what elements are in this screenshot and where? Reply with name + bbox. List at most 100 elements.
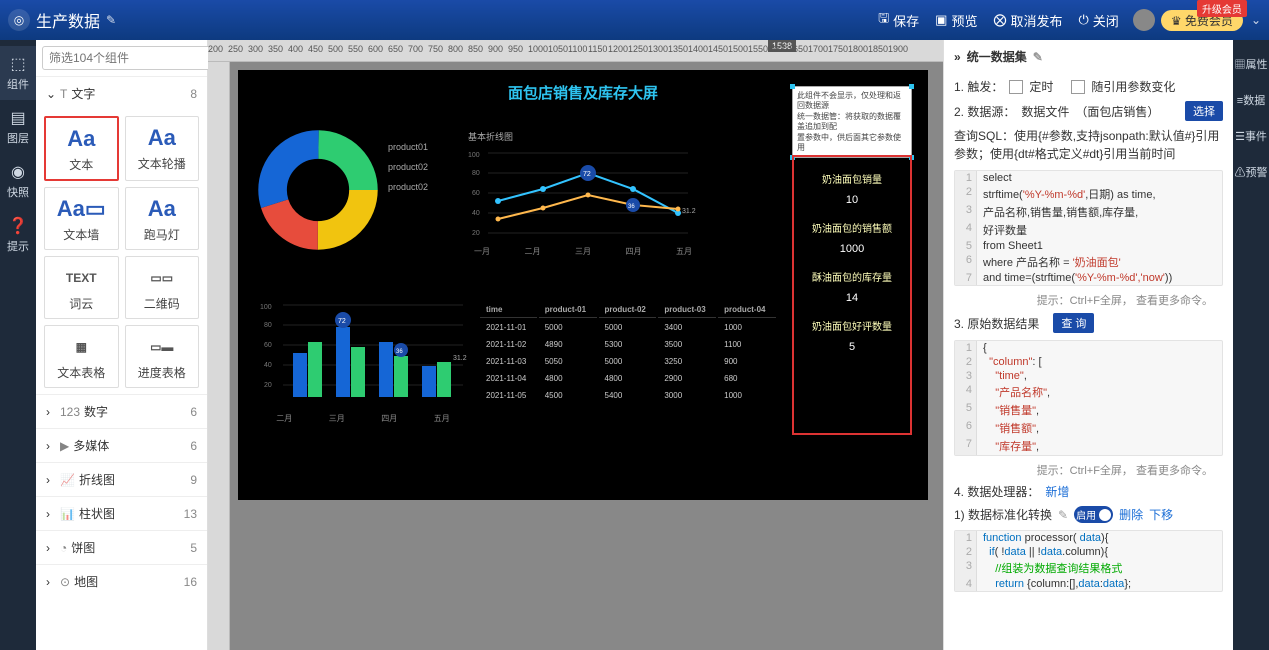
left-rail-提示[interactable]: ❓提示: [0, 208, 36, 262]
cat-icon: ▶: [60, 439, 69, 453]
text-cat-icon: T: [60, 87, 67, 101]
save-button[interactable]: 🖫保存: [878, 9, 919, 31]
component-文本表格[interactable]: ▦文本表格: [44, 325, 119, 388]
component-icon: Aa: [128, 192, 197, 226]
component-search-input[interactable]: [42, 46, 211, 70]
svg-text:40: 40: [264, 362, 272, 369]
chevron-down-icon: ⌄: [46, 87, 60, 101]
add-processor-link[interactable]: 新增: [1045, 483, 1069, 500]
svg-text:40: 40: [472, 210, 480, 217]
rail-icon: ☰: [1235, 131, 1245, 143]
stage-viewport[interactable]: 面包店销售及库存大屏 此组件不会显示，仅处理和返回数据源 统一数据管：将获取的数…: [230, 62, 943, 650]
power-icon: ⏻: [1079, 12, 1089, 28]
left-rail-图层[interactable]: ▤图层: [0, 100, 36, 154]
category-地图[interactable]: ›⊙地图16: [36, 565, 207, 598]
svg-text:36: 36: [628, 204, 635, 210]
chevron-right-icon: ›: [46, 405, 60, 419]
rail-icon: ≡: [1237, 95, 1243, 107]
kpi-panel: 奶油面包销量10奶油面包的销售额1000酥油面包的库存量14奶油面包好评数量5: [792, 155, 912, 435]
right-rail-数据[interactable]: ≡数据: [1233, 82, 1269, 118]
category-text-header[interactable]: ⌄ T 文字 8: [36, 77, 207, 110]
result-viewer[interactable]: 1{2 "column": [3 "time",4 "产品名称",5 "销售量"…: [954, 340, 1223, 456]
component-文本轮播[interactable]: Aa文本轮播: [125, 116, 200, 181]
kpi-item: 奶油面包的销售额1000: [798, 220, 906, 255]
close-button[interactable]: ⏻关闭: [1079, 11, 1119, 30]
component-文本墙[interactable]: Aa▭文本墙: [44, 187, 119, 250]
chevron-right-icon: ›: [46, 439, 60, 453]
edit-title-icon[interactable]: ✎: [106, 13, 116, 27]
right-rail-属性[interactable]: ▦属性: [1233, 46, 1269, 82]
movedown-processor-link[interactable]: 下移: [1149, 506, 1173, 523]
sql-editor[interactable]: 1select2strftime('%Y-%m-%d',日期) as time,…: [954, 170, 1223, 286]
component-icon: Aa▭: [47, 192, 116, 226]
rail-icon: ▤: [0, 108, 36, 128]
enable-toggle[interactable]: 启用: [1074, 506, 1113, 523]
timed-checkbox[interactable]: [1009, 80, 1023, 94]
vertical-ruler: [208, 62, 230, 650]
delete-processor-link[interactable]: 删除: [1119, 506, 1143, 523]
component-icon: ▭▬: [128, 330, 197, 364]
component-进度表格[interactable]: ▭▬进度表格: [125, 325, 200, 388]
component-词云[interactable]: TEXT词云: [44, 256, 119, 319]
svg-text:72: 72: [338, 318, 346, 325]
right-rail-预警[interactable]: ⚠预警: [1233, 154, 1269, 190]
edit-icon[interactable]: ✎: [1033, 50, 1043, 64]
chevron-right-icon: ›: [46, 541, 60, 555]
user-avatar[interactable]: [1133, 9, 1155, 31]
donut-labels: product01 product02 product02: [388, 138, 428, 197]
component-跑马灯[interactable]: Aa跑马灯: [125, 187, 200, 250]
category-柱状图[interactable]: ›📊柱状图13: [36, 497, 207, 530]
component-icon: TEXT: [47, 261, 116, 295]
svg-text:80: 80: [264, 322, 272, 329]
svg-text:60: 60: [472, 190, 480, 197]
table-row: 2021-11-04480048002900680: [480, 371, 776, 386]
component-icon: ▭▭: [128, 261, 197, 295]
category-多媒体[interactable]: ›▶多媒体6: [36, 429, 207, 462]
unpublish-button[interactable]: ⨂取消发布: [993, 11, 1062, 30]
svg-text:20: 20: [264, 382, 272, 389]
svg-text:100: 100: [468, 152, 480, 159]
component-icon: Aa: [48, 122, 115, 156]
svg-text:72: 72: [583, 171, 591, 178]
component-文本[interactable]: Aa文本: [44, 116, 119, 181]
table-row: 2021-11-03505050003250900: [480, 354, 776, 369]
dashboard-stage: 面包店销售及库存大屏 此组件不会显示，仅处理和返回数据源 统一数据管：将获取的数…: [238, 70, 928, 500]
rail-icon: ⚠: [1235, 167, 1246, 179]
preview-icon: ▣: [935, 12, 947, 28]
membership-pill[interactable]: ♛ 免费会员 升级会员: [1161, 10, 1243, 31]
line-chart: 基本折线图 20406080100 72 36: [468, 130, 698, 260]
right-rail: ▦属性≡数据☰事件⚠预警: [1233, 40, 1269, 650]
expand-icon[interactable]: »: [954, 50, 961, 64]
right-rail-事件[interactable]: ☰事件: [1233, 118, 1269, 154]
selected-tip-box[interactable]: 此组件不会显示，仅处理和返回数据源 统一数据管：将获取的数据覆盖追加到配 置参数…: [792, 86, 912, 158]
data-table: timeproduct-01product-02product-03produc…: [478, 300, 778, 405]
svg-text:31.2: 31.2: [453, 355, 467, 362]
unpublish-icon: ⨂: [993, 12, 1006, 28]
category-数字[interactable]: ›123数字6: [36, 395, 207, 428]
crown-icon: ♛: [1171, 14, 1182, 28]
query-button[interactable]: 查 询: [1053, 313, 1094, 333]
component-二维码[interactable]: ▭▭二维码: [125, 256, 200, 319]
cat-icon: 123: [60, 405, 80, 419]
data-panel: »统一数据集✎ 1. 触发： 定时 随引用参数变化 2. 数据源： 数据文件 （…: [943, 40, 1233, 650]
preview-button[interactable]: ▣预览: [935, 11, 977, 30]
select-source-button[interactable]: 选择: [1185, 101, 1223, 121]
rail-icon: ❓: [0, 216, 36, 236]
svg-text:20: 20: [472, 230, 480, 237]
table-row: 2021-11-054500540030001000: [480, 388, 776, 403]
param-checkbox[interactable]: [1071, 80, 1085, 94]
horizontal-ruler: 1538 20025030035040045050055060065070075…: [208, 40, 943, 62]
category-折线图[interactable]: ›📈折线图9: [36, 463, 207, 496]
processor-editor[interactable]: 1function processor( data){2 if( !data |…: [954, 530, 1223, 592]
component-panel: « ⌄ T 文字 8 Aa文本Aa文本轮播Aa▭文本墙Aa跑马灯TEXT词云▭▭…: [36, 40, 208, 650]
left-rail-快照[interactable]: ◉快照: [0, 154, 36, 208]
rail-icon: ◉: [0, 162, 36, 182]
category-饼图[interactable]: ›◔饼图5: [36, 531, 207, 564]
rail-icon: ▦: [1235, 59, 1246, 71]
chevron-right-icon: ›: [46, 575, 60, 589]
chevron-down-icon[interactable]: ⌄: [1251, 13, 1261, 27]
upgrade-badge: 升级会员: [1197, 0, 1247, 17]
svg-text:36: 36: [396, 349, 403, 355]
left-rail-组件[interactable]: ⬚组件: [0, 46, 36, 100]
edit-norm-icon[interactable]: ✎: [1058, 508, 1068, 522]
